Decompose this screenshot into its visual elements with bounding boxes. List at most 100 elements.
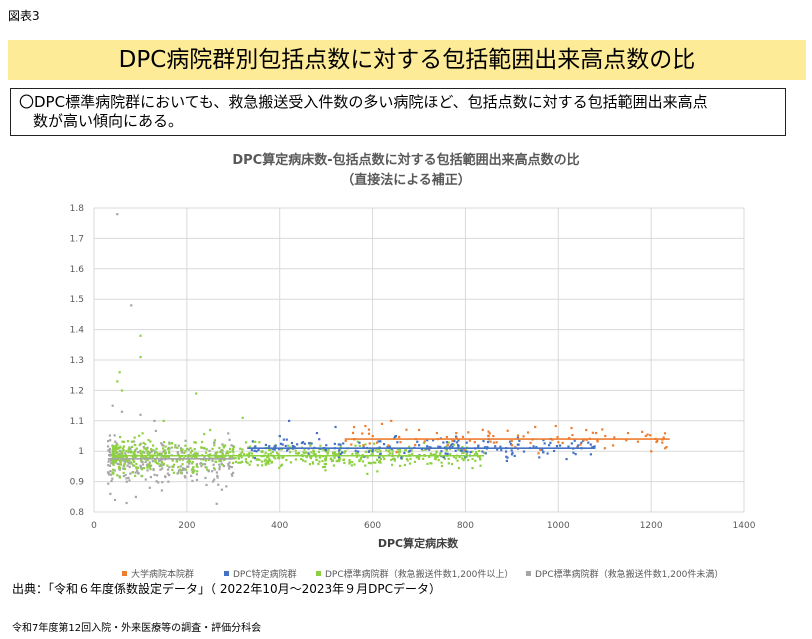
data-point	[109, 439, 112, 442]
data-point	[240, 451, 244, 454]
data-point	[455, 441, 459, 444]
data-point	[113, 450, 116, 453]
data-point	[189, 451, 192, 454]
data-point	[601, 428, 604, 431]
data-point	[148, 463, 151, 466]
data-point	[121, 455, 124, 458]
data-point	[277, 457, 280, 460]
data-point	[212, 467, 216, 470]
data-point	[266, 460, 269, 463]
data-point	[295, 452, 298, 455]
data-point	[132, 456, 135, 460]
data-point	[161, 481, 164, 484]
data-point	[181, 467, 185, 470]
data-point	[348, 462, 351, 465]
data-point	[321, 448, 325, 451]
data-point	[170, 446, 173, 449]
data-point	[148, 486, 151, 489]
data-point	[376, 450, 379, 453]
data-point	[267, 448, 271, 451]
data-point	[142, 441, 145, 445]
data-point	[410, 449, 413, 452]
data-point	[106, 471, 110, 474]
data-point	[251, 440, 254, 443]
data-point	[367, 450, 370, 453]
data-point	[418, 444, 421, 447]
data-point	[327, 448, 330, 451]
data-point	[415, 456, 418, 459]
data-point	[125, 477, 128, 480]
data-point	[227, 464, 230, 467]
data-point	[378, 456, 381, 459]
data-point	[183, 451, 186, 455]
summary-line-2: 数が高い傾向にある。	[33, 112, 184, 130]
data-point	[351, 452, 354, 456]
data-point	[139, 442, 142, 445]
data-point	[403, 463, 406, 467]
data-point	[225, 452, 228, 455]
data-point	[457, 466, 461, 470]
y-tick-label: 1.6	[70, 265, 85, 275]
data-point	[124, 452, 127, 455]
data-point	[164, 445, 167, 448]
data-point	[189, 447, 192, 450]
data-point	[274, 444, 277, 447]
data-point	[195, 456, 198, 459]
y-tick-label: 1.3	[70, 356, 84, 366]
data-point	[405, 457, 409, 461]
data-point	[184, 450, 187, 453]
data-point	[196, 470, 199, 473]
data-point	[450, 444, 453, 447]
data-point	[232, 451, 235, 454]
data-point	[123, 459, 126, 463]
data-point	[248, 463, 251, 466]
data-point	[123, 467, 127, 470]
data-point	[625, 439, 628, 442]
data-point	[269, 448, 272, 452]
y-tick-label: 0.8	[70, 508, 85, 518]
data-point	[356, 440, 359, 443]
data-point	[192, 470, 195, 473]
data-point	[516, 443, 519, 446]
data-point	[231, 449, 234, 452]
data-point	[337, 455, 341, 459]
data-point	[339, 452, 342, 456]
data-point	[380, 422, 384, 426]
data-point	[126, 464, 129, 467]
data-point	[142, 467, 146, 470]
data-point	[218, 459, 221, 462]
data-point	[177, 471, 180, 474]
data-point	[453, 440, 456, 443]
data-point	[167, 450, 171, 453]
data-point	[323, 462, 326, 466]
data-point	[216, 476, 219, 479]
data-point	[148, 466, 151, 469]
data-point	[117, 458, 120, 461]
data-point	[296, 443, 299, 446]
data-point	[132, 452, 135, 455]
data-point	[371, 450, 374, 453]
data-point	[149, 464, 153, 467]
data-point	[141, 460, 144, 464]
data-point	[115, 442, 118, 445]
data-point	[171, 459, 174, 462]
y-tick-label: 0.9	[70, 478, 85, 488]
data-point	[119, 463, 123, 466]
data-point	[465, 441, 468, 444]
data-point	[367, 428, 371, 431]
data-point	[215, 460, 218, 464]
data-point	[487, 430, 490, 433]
data-point	[394, 435, 397, 438]
data-point	[570, 442, 573, 445]
x-tick-label: 200	[178, 521, 195, 531]
data-point	[387, 450, 390, 453]
data-point	[468, 439, 471, 442]
data-point	[339, 448, 342, 451]
data-point	[239, 447, 242, 450]
data-point	[388, 452, 392, 455]
data-point	[139, 451, 142, 454]
legend-label: 大学病院本院群	[131, 568, 194, 580]
data-point	[626, 431, 630, 435]
data-point	[378, 447, 381, 451]
data-point	[266, 456, 269, 459]
